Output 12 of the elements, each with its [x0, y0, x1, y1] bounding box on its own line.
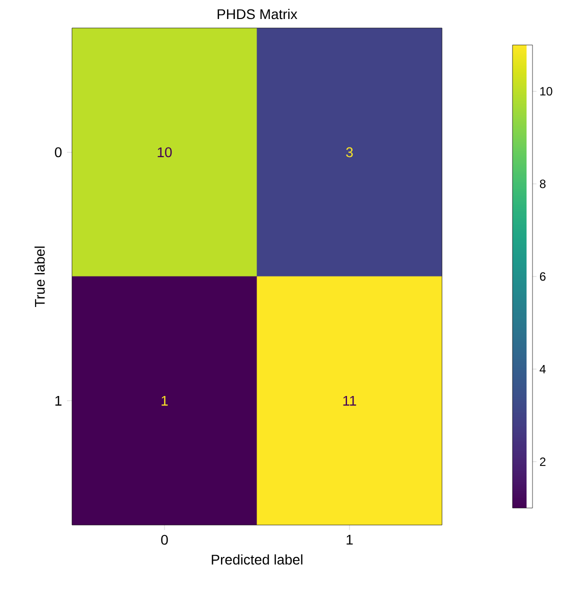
y-axis-title: True label [34, 246, 45, 308]
chart-title: PHDS Matrix [218, 8, 298, 20]
data-label: 3 [346, 147, 353, 158]
color-bar-label: 4 [540, 364, 546, 374]
data-label: 10 [158, 147, 172, 158]
color-bar-label: 6 [540, 272, 546, 281]
data-label: 11 [343, 396, 356, 406]
color-bar-label: 10 [540, 87, 552, 96]
color-bar-label: 2 [540, 458, 546, 466]
x-axis-title: Predicted label [212, 554, 302, 565]
data-label: 1 [162, 396, 168, 406]
color-bar-label: 8 [540, 180, 546, 188]
